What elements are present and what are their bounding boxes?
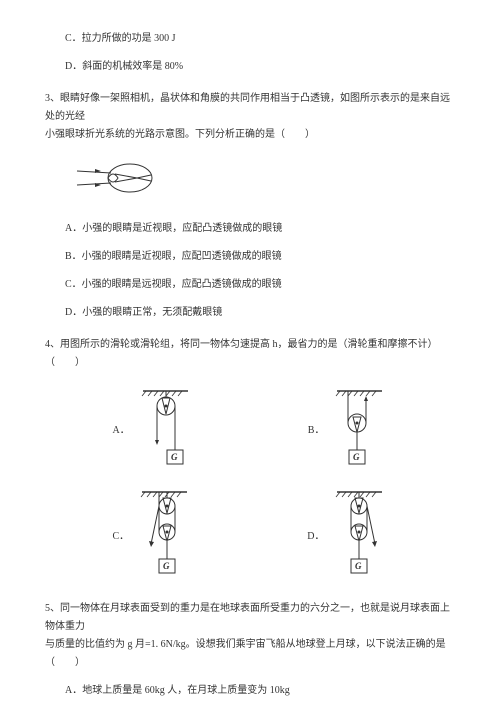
pulley-b-icon: G xyxy=(332,388,387,473)
label-d: D． xyxy=(307,528,324,546)
pulley-d: D． G xyxy=(307,489,387,584)
pulley-c-icon: G xyxy=(137,489,192,584)
q3-option-d: D．小强的眼睛正常，无须配戴眼镜 xyxy=(45,304,455,322)
pulley-row-2: C． G D． xyxy=(55,489,445,584)
q3-text-line2: 小强眼球折光系统的光路示意图。下列分析正确的是（ ） xyxy=(45,126,455,144)
q5-option-a: A．地球上质量是 60kg 人，在月球上质量变为 10kg xyxy=(45,682,455,700)
pulley-d-icon: G xyxy=(332,489,387,584)
option-d: D．斜面的机械效率是 80% xyxy=(45,58,455,76)
pulley-a: A． G xyxy=(113,388,193,473)
question-3: 3、眼睛好像一架照相机，晶状体和角膜的共同作用相当于凸透镜，如图所示表示的是来自… xyxy=(45,90,455,144)
label-c: C． xyxy=(113,528,130,546)
svg-text:G: G xyxy=(163,561,170,571)
label-b: B． xyxy=(308,422,325,440)
q5-text-line2: 与质量的比值约为 g 月=1. 6N/kg。设想我们乘宇宙飞船从地球登上月球，以… xyxy=(45,636,455,672)
q3-text-line1: 3、眼睛好像一架照相机，晶状体和角膜的共同作用相当于凸透镜，如图所示表示的是来自… xyxy=(45,90,455,126)
q3-option-a: A．小强的眼睛是近视眼，应配凸透镜做成的眼镜 xyxy=(45,220,455,238)
eye-diagram xyxy=(75,156,455,208)
svg-text:G: G xyxy=(171,452,178,462)
pulley-b: B． G xyxy=(308,388,388,473)
pulley-c: C． G xyxy=(113,489,193,584)
question-4: 4、用图所示的滑轮或滑轮组，将同一物体匀速提高 h，最省力的是（滑轮重和摩擦不计… xyxy=(45,336,455,372)
question-5: 5、同一物体在月球表面受到的重力是在地球表面所受重力的六分之一，也就是说月球表面… xyxy=(45,600,455,672)
label-a: A． xyxy=(113,422,130,440)
svg-text:G: G xyxy=(355,561,362,571)
q3-option-b: B．小强的眼睛是近视眼，应配凹透镜做成的眼镜 xyxy=(45,248,455,266)
pulley-a-icon: G xyxy=(138,388,193,473)
option-c: C．拉力所做的功是 300 J xyxy=(45,30,455,48)
q3-option-c: C．小强的眼睛是远视眼，应配凸透镜做成的眼镜 xyxy=(45,276,455,294)
q5-text-line1: 5、同一物体在月球表面受到的重力是在地球表面所受重力的六分之一，也就是说月球表面… xyxy=(45,600,455,636)
pulley-row-1: A． G B． xyxy=(55,388,445,473)
svg-text:G: G xyxy=(353,452,360,462)
